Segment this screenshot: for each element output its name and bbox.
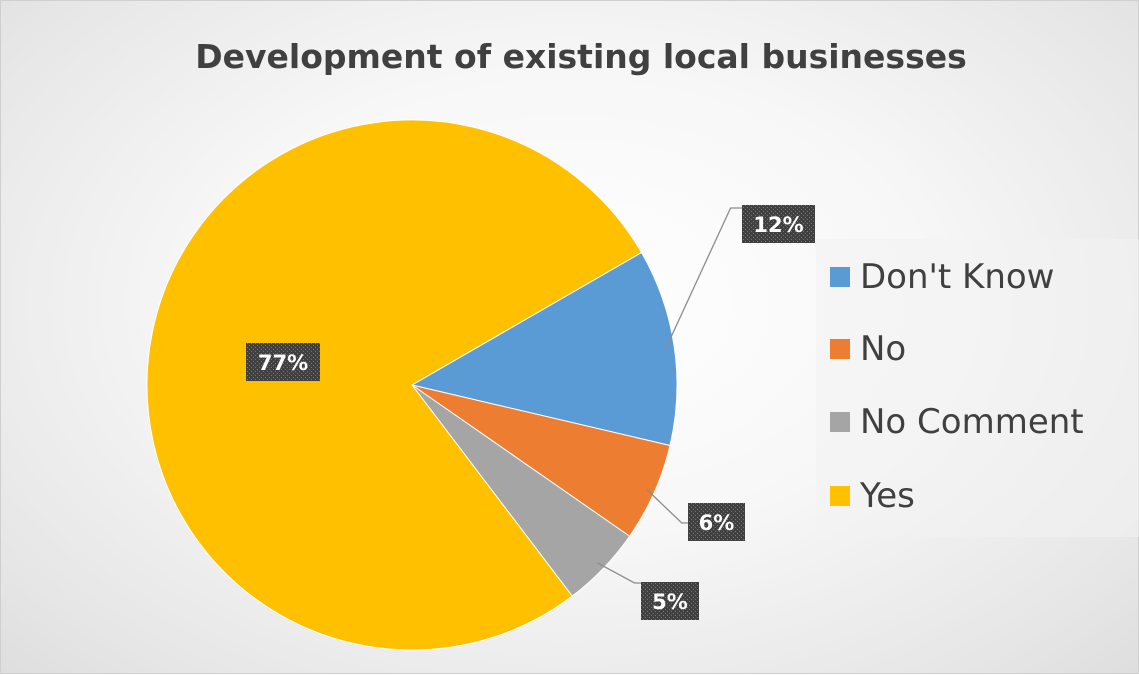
legend-item-yes: Yes [830,476,915,516]
leader-line [597,562,641,584]
data-label-box [688,503,745,541]
legend-label: No Comment [860,402,1084,442]
data-label-no-comment: 5% [641,582,699,620]
data-label-text: 77% [258,351,308,375]
legend-label: Yes [860,476,915,516]
legend-item-no-comment: No Comment [830,402,1084,442]
legend-swatch [830,339,850,359]
leader-line [646,489,688,524]
data-label-box [246,343,320,381]
legend-label: No [860,329,907,369]
pie-slice-dont-know [410,251,678,447]
legend-swatch [830,267,850,287]
data-label-no: 6% [688,503,745,541]
legend-swatch [830,412,850,432]
legend-swatch [830,486,850,506]
legend-label: Don't Know [860,257,1055,297]
legend-item-dont-know: Don't Know [830,257,1054,297]
leader-line [665,207,742,348]
data-label-box [641,582,699,620]
chart-title: Development of existing local businesses [195,37,967,76]
data-label-text: 5% [652,590,688,614]
data-label-box [742,205,815,243]
data-label-text: 12% [753,213,803,237]
legend-item-no: No [830,329,906,369]
data-label-yes: 77% [246,343,320,381]
data-label-text: 6% [699,511,735,535]
data-label-dont-know: 12% [742,205,815,243]
legend: Don't Know No No Comment Yes [816,239,1139,537]
pie-slice-yes [146,119,643,651]
